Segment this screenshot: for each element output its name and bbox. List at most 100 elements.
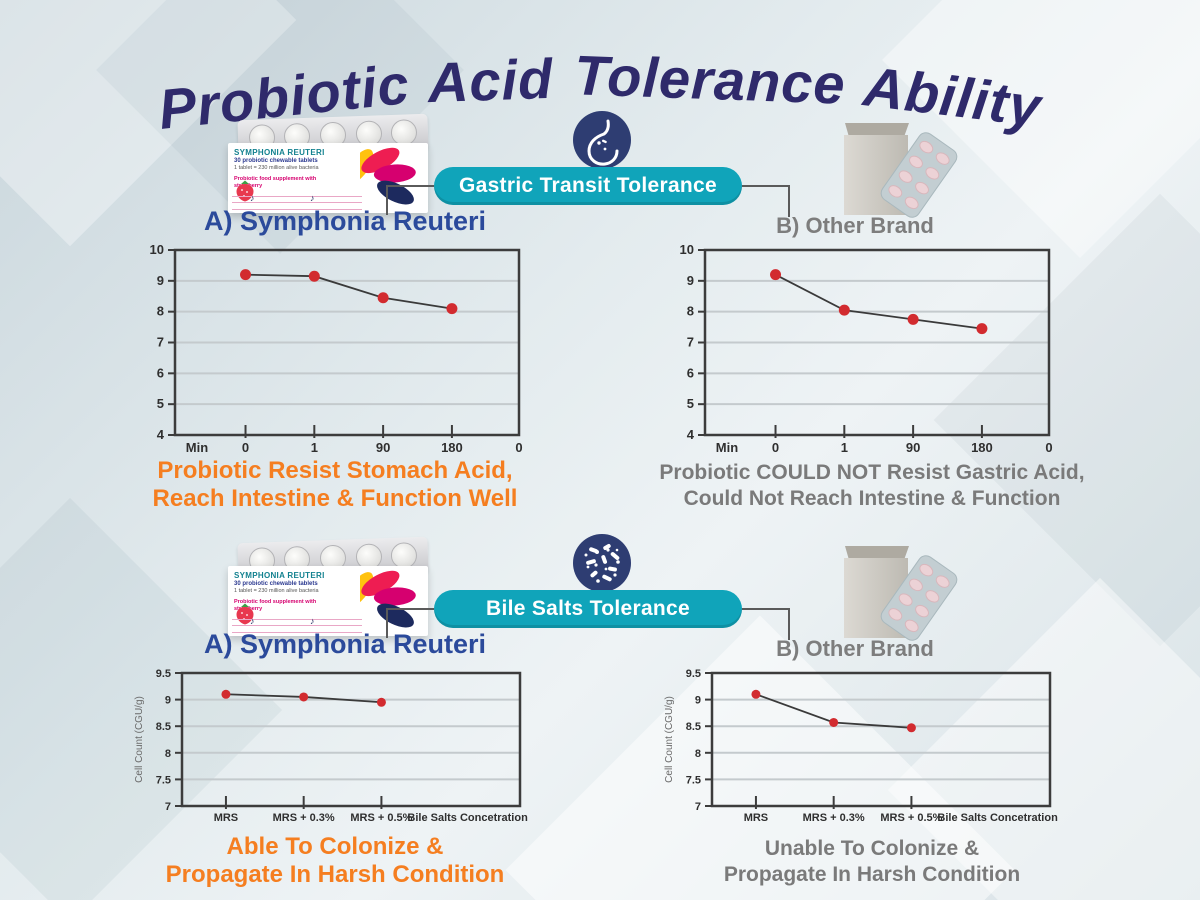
- svg-text:Bile Salts Concetration: Bile Salts Concetration: [937, 812, 1058, 824]
- product-dose: 1 tablet = 230 million alive bacteria: [234, 165, 319, 171]
- product-subtitle: 30 probiotic chewable tablets: [234, 581, 318, 587]
- svg-text:1: 1: [311, 440, 318, 455]
- stomach-icon: [573, 111, 631, 169]
- product-box: SYMPHONIA REUTERI 30 probiotic chewable …: [228, 143, 428, 213]
- heading-symphonia-reuteri: A) Symphonia Reuteri: [203, 629, 487, 659]
- music-note-icon: ♪: [250, 193, 255, 203]
- banner-gastric-transit-tolerance: Gastric Transit Tolerance: [434, 167, 742, 205]
- heading-symphonia-reuteri: A) Symphonia Reuteri: [203, 206, 487, 236]
- svg-text:MRS + 0.5%: MRS + 0.5%: [880, 812, 942, 824]
- svg-text:9: 9: [695, 695, 701, 707]
- other-brand-product-image: [844, 123, 958, 218]
- product-brand-name: SYMPHONIA REUTERI: [234, 148, 325, 157]
- svg-text:1: 1: [841, 440, 848, 455]
- connector-line: [788, 185, 790, 217]
- connector-line: [386, 608, 434, 610]
- connector-line: [386, 608, 388, 638]
- svg-text:10: 10: [150, 244, 164, 257]
- svg-text:Min: Min: [186, 440, 208, 455]
- svg-text:10: 10: [680, 244, 694, 257]
- caption-line: Probiotic COULD NOT Resist Gastric Acid,: [659, 461, 1085, 484]
- svg-text:6: 6: [687, 365, 694, 380]
- product-brand-name: SYMPHONIA REUTERI: [234, 571, 325, 580]
- svg-text:8.5: 8.5: [686, 721, 701, 733]
- svg-text:9.5: 9.5: [156, 668, 171, 680]
- music-note-icon: ♪: [310, 616, 315, 626]
- svg-text:90: 90: [906, 440, 920, 455]
- music-staff: ♪ ♪: [232, 616, 362, 633]
- petal-flower-logo: [360, 570, 416, 628]
- svg-text:180: 180: [971, 440, 993, 455]
- section-gastric-transit: SYMPHONIA REUTERI 30 probiotic chewable …: [0, 105, 1200, 528]
- svg-text:7.5: 7.5: [156, 774, 171, 786]
- svg-text:8: 8: [157, 304, 164, 319]
- svg-text:0: 0: [515, 440, 522, 455]
- strawberry-icon: [236, 603, 254, 625]
- other-brand-product-image: [844, 546, 958, 641]
- symphonia-product-image: SYMPHONIA REUTERI 30 probiotic chewable …: [226, 528, 436, 640]
- caption-line: Propagate In Harsh Condition: [165, 861, 505, 888]
- caption-line: Reach Intestine & Function Well: [152, 485, 518, 512]
- svg-text:7: 7: [695, 801, 701, 813]
- svg-text:Cell Count (CGU/g): Cell Count (CGU/g): [134, 696, 145, 783]
- svg-text:6: 6: [157, 365, 164, 380]
- line-chart-gastric-other: 10 9 8 7 6 5 4 0 1 90 180 Min 0: [680, 244, 1053, 455]
- line-chart-gastric-symphonia: 10 9 8 7 6 5 4 0 1 90 180 Min 0: [150, 244, 523, 455]
- svg-text:7: 7: [165, 801, 171, 813]
- caption-other-gastric: Probiotic COULD NOT Resist Gastric Acid,…: [648, 460, 1096, 512]
- caption-line: Able To Colonize &: [226, 833, 444, 860]
- connector-line: [742, 185, 790, 187]
- svg-text:8: 8: [695, 748, 701, 760]
- svg-text:MRS + 0.3%: MRS + 0.3%: [273, 812, 335, 824]
- connector-line: [788, 608, 790, 640]
- svg-text:MRS: MRS: [744, 812, 768, 824]
- svg-text:MRS: MRS: [214, 812, 238, 824]
- music-note-icon: ♪: [310, 193, 315, 203]
- svg-text:90: 90: [376, 440, 390, 455]
- connector-line: [742, 608, 790, 610]
- product-dose: 1 tablet = 230 million alive bacteria: [234, 588, 319, 594]
- svg-text:Bile Salts Concetration: Bile Salts Concetration: [407, 812, 528, 824]
- svg-text:4: 4: [687, 427, 695, 442]
- caption-line: Could Not Reach Intestine & Function: [683, 487, 1061, 510]
- svg-text:MRS + 0.5%: MRS + 0.5%: [350, 812, 412, 824]
- section-bile-salts: SYMPHONIA REUTERI 30 probiotic chewable …: [0, 528, 1200, 900]
- tablet: [390, 542, 418, 569]
- svg-text:9: 9: [687, 273, 694, 288]
- caption-symphonia-bile: Able To Colonize & Propagate In Harsh Co…: [125, 833, 545, 889]
- svg-text:MRS + 0.3%: MRS + 0.3%: [803, 812, 865, 824]
- bacteria-icon: [573, 534, 631, 592]
- svg-text:7: 7: [687, 335, 694, 350]
- product-subtitle: 30 probiotic chewable tablets: [234, 158, 318, 164]
- svg-text:9: 9: [157, 273, 164, 288]
- heading-other-brand: B) Other Brand: [776, 213, 934, 238]
- connector-line: [386, 185, 434, 187]
- svg-text:8: 8: [165, 748, 171, 760]
- connector-line: [386, 185, 388, 215]
- svg-text:9: 9: [165, 695, 171, 707]
- svg-text:4: 4: [157, 427, 165, 442]
- caption-line: Unable To Colonize &: [764, 837, 980, 860]
- product-box: SYMPHONIA REUTERI 30 probiotic chewable …: [228, 566, 428, 636]
- svg-text:0: 0: [772, 440, 779, 455]
- caption-symphonia-gastric: Probiotic Resist Stomach Acid, Reach Int…: [125, 457, 545, 513]
- tablet: [390, 119, 418, 146]
- caption-line: Probiotic Resist Stomach Acid,: [157, 457, 513, 484]
- line-chart-bile-symphonia: 9.5 9 8.5 8 7.5 7 MRS MRS + 0.3% MRS + 0.5%Bile …: [134, 668, 528, 824]
- strawberry-icon: [236, 180, 254, 202]
- petal-flower-logo: [360, 147, 416, 205]
- caption-line: Propagate In Harsh Condition: [723, 863, 1021, 886]
- banner-bile-salts-tolerance: Bile Salts Tolerance: [434, 590, 742, 628]
- symphonia-product-image: SYMPHONIA REUTERI 30 probiotic chewable …: [226, 105, 436, 217]
- svg-text:8.5: 8.5: [156, 721, 171, 733]
- svg-text:180: 180: [441, 440, 463, 455]
- svg-text:5: 5: [157, 396, 164, 411]
- svg-text:7: 7: [157, 335, 164, 350]
- svg-text:Min: Min: [716, 440, 738, 455]
- svg-text:0: 0: [1045, 440, 1052, 455]
- svg-text:0: 0: [242, 440, 249, 455]
- svg-text:Cell Count (CGU/g): Cell Count (CGU/g): [664, 696, 675, 783]
- caption-other-bile: Unable To Colonize & Propagate In Harsh …: [648, 836, 1096, 888]
- music-staff: ♪ ♪: [232, 193, 362, 210]
